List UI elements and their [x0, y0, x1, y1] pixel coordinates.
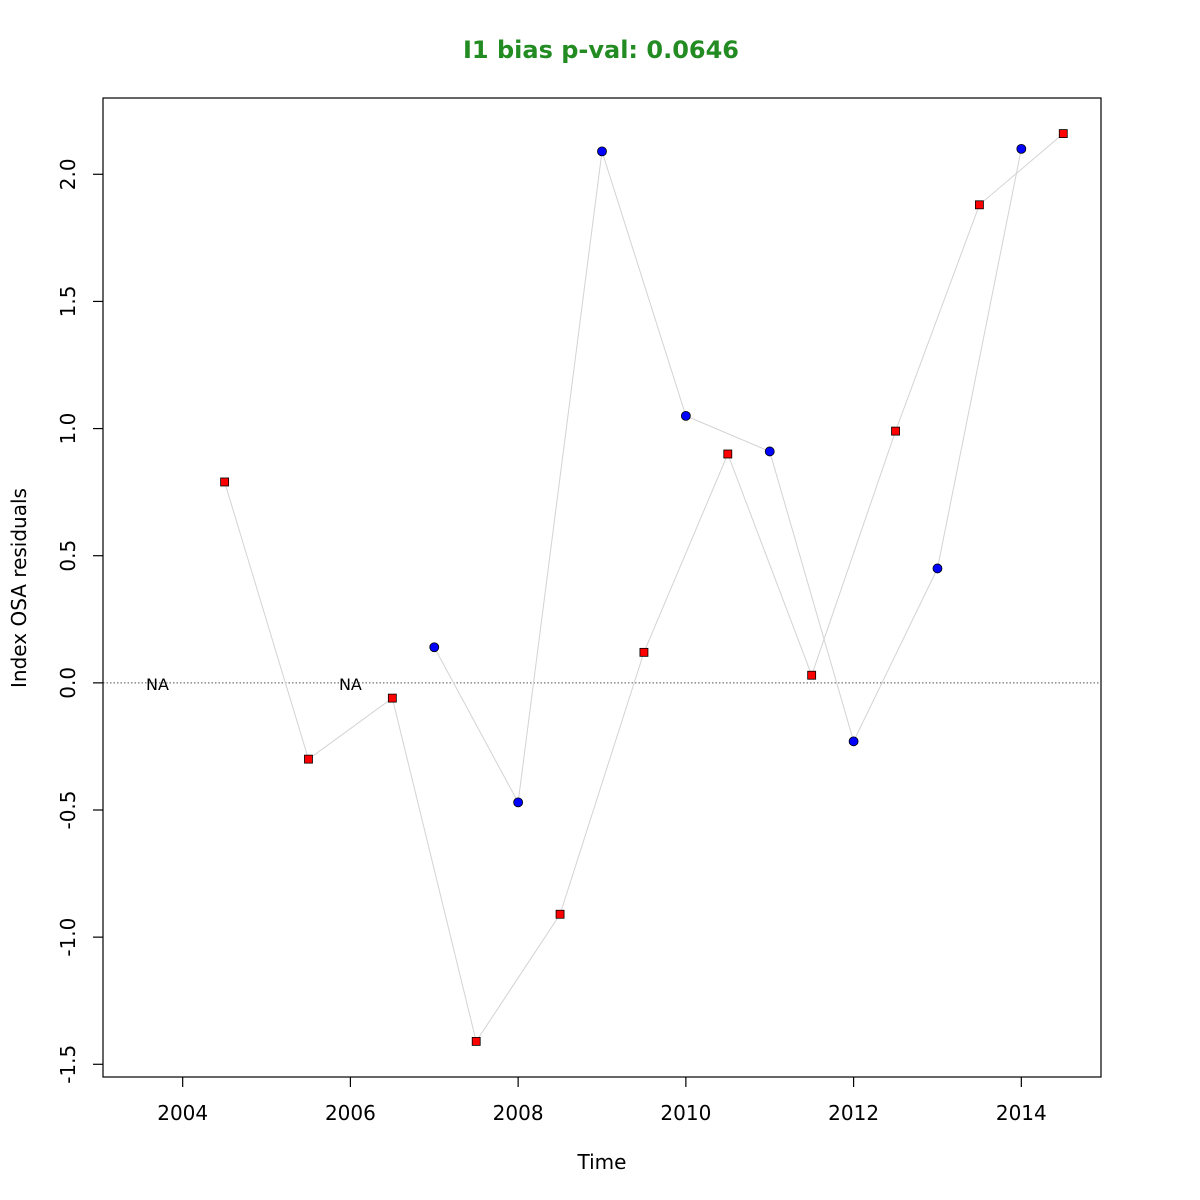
series-2-point — [220, 477, 230, 487]
y-tick-label: 2.0 — [56, 158, 80, 190]
x-tick-label: 2010 — [660, 1101, 711, 1125]
series-2-point — [471, 1037, 481, 1046]
plot-frame — [102, 97, 1102, 1078]
y-tick-label: 0.5 — [56, 540, 80, 572]
plot-area: NA NA — [103, 129, 1101, 1046]
x-tick-label: 2004 — [157, 1101, 208, 1125]
series-1-point — [513, 797, 524, 808]
series-1-point — [429, 642, 440, 653]
y-axis-label: Index OSA residuals — [7, 488, 31, 688]
x-tick-label: 2014 — [996, 1101, 1047, 1125]
y-tick-label: 0.0 — [56, 667, 80, 699]
y-tick-label: -1.0 — [56, 918, 80, 957]
series-2-point — [1058, 129, 1068, 139]
series-2-point — [387, 693, 397, 703]
series-1-point — [932, 563, 943, 574]
chart-title: I1 bias p-val: 0.0646 — [463, 36, 739, 64]
series-2-point — [807, 670, 817, 680]
series-1-line — [433, 148, 1022, 804]
na-annotation: NA — [339, 675, 362, 694]
series-1-point — [680, 410, 691, 421]
series-2-point — [555, 909, 565, 919]
series-2-point — [304, 754, 313, 764]
series-2-line — [224, 133, 1064, 1043]
series-2-point — [723, 449, 733, 459]
y-tick-label: -0.5 — [56, 790, 80, 829]
y-tick-label: -1.5 — [56, 1045, 80, 1084]
na-annotation: NA — [146, 675, 169, 694]
x-axis-label: Time — [577, 1150, 627, 1174]
y-tick-label: 1.0 — [56, 413, 80, 445]
series-1-point — [597, 146, 607, 157]
series-1-point — [1016, 143, 1027, 154]
series-2-point — [891, 426, 900, 436]
series-1-point — [764, 446, 775, 457]
x-tick-label: 2006 — [325, 1101, 376, 1125]
x-tick-label: 2012 — [828, 1101, 879, 1125]
series-2-point — [639, 647, 649, 657]
series-1-point — [848, 736, 859, 747]
y-tick-label: 1.5 — [56, 286, 80, 318]
x-tick-label: 2008 — [493, 1101, 544, 1125]
series-2-point — [974, 200, 984, 210]
